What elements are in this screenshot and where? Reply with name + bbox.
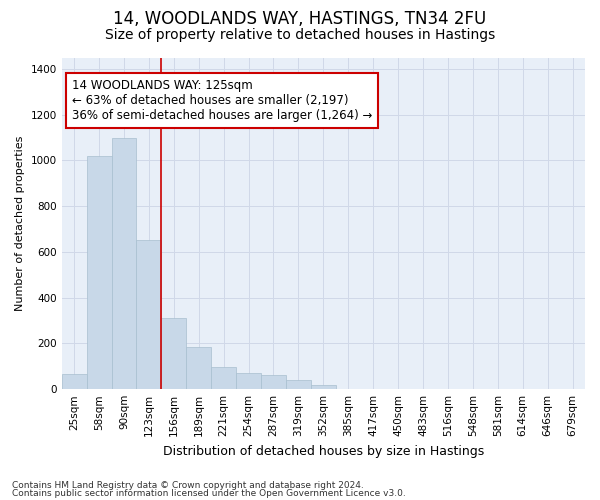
Bar: [62, 374, 86, 389]
Text: Contains HM Land Registry data © Crown copyright and database right 2024.: Contains HM Land Registry data © Crown c…: [12, 481, 364, 490]
Bar: [236, 373, 261, 389]
Bar: [136, 240, 161, 389]
Text: 14 WOODLANDS WAY: 125sqm
← 63% of detached houses are smaller (2,197)
36% of sem: 14 WOODLANDS WAY: 125sqm ← 63% of detach…: [72, 79, 373, 122]
Text: 14, WOODLANDS WAY, HASTINGS, TN34 2FU: 14, WOODLANDS WAY, HASTINGS, TN34 2FU: [113, 10, 487, 28]
Bar: [311, 384, 336, 389]
Text: Size of property relative to detached houses in Hastings: Size of property relative to detached ho…: [105, 28, 495, 42]
Bar: [161, 318, 186, 389]
Text: Contains public sector information licensed under the Open Government Licence v3: Contains public sector information licen…: [12, 488, 406, 498]
Bar: [286, 380, 311, 389]
Bar: [112, 138, 136, 389]
Bar: [186, 347, 211, 389]
X-axis label: Distribution of detached houses by size in Hastings: Distribution of detached houses by size …: [163, 444, 484, 458]
Bar: [261, 376, 286, 389]
Bar: [86, 156, 112, 389]
Bar: [211, 368, 236, 389]
Y-axis label: Number of detached properties: Number of detached properties: [15, 136, 25, 311]
